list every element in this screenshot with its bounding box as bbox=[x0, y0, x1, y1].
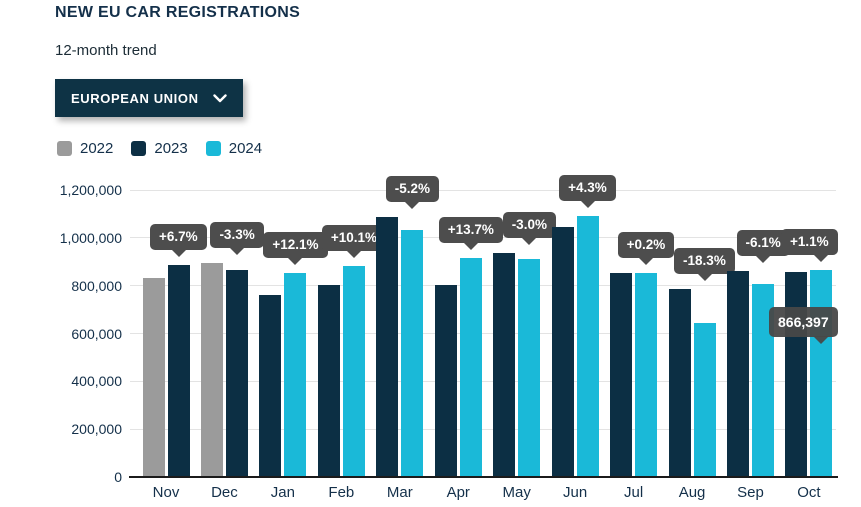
bar-mar-2023[interactable] bbox=[376, 216, 399, 476]
region-dropdown-label: EUROPEAN UNION bbox=[71, 90, 199, 106]
page-title: NEW EU CAR REGISTRATIONS bbox=[55, 4, 301, 21]
chevron-down-icon bbox=[212, 93, 227, 102]
pct-tooltip-arrow bbox=[170, 249, 187, 258]
x-axis-line bbox=[129, 476, 838, 478]
value-callout: 866,397 bbox=[769, 307, 838, 337]
pct-tooltip-dec: -3.3% bbox=[210, 221, 264, 248]
bar-jan-2023[interactable] bbox=[259, 295, 282, 476]
gridline bbox=[130, 285, 836, 287]
pct-tooltip-mar: -5.2% bbox=[385, 175, 440, 202]
y-axis-label-600000: 600,000 bbox=[71, 325, 122, 342]
bar-jan-2024[interactable] bbox=[284, 273, 307, 476]
legend-label: 2022 bbox=[80, 140, 114, 157]
bar-nov-2022[interactable] bbox=[142, 278, 165, 476]
gridline bbox=[130, 380, 836, 382]
bar-may-2023[interactable] bbox=[493, 252, 516, 476]
axis-label-dec: Dec bbox=[211, 484, 238, 501]
pct-tooltip-jan: +12.1% bbox=[263, 232, 328, 259]
axis-label-jan: Jan bbox=[270, 484, 295, 501]
legend-item-2024[interactable]: 2024 bbox=[205, 140, 263, 157]
pct-tooltip-arrow bbox=[696, 272, 713, 281]
pct-tooltip-arrow bbox=[228, 246, 245, 255]
pct-tooltip-arrow bbox=[638, 257, 655, 266]
bar-oct-2024[interactable] bbox=[810, 269, 833, 476]
legend-item-2023[interactable]: 2023 bbox=[131, 140, 188, 157]
bar-jul-2023[interactable] bbox=[610, 273, 633, 476]
bar-sep-2023[interactable] bbox=[727, 271, 749, 476]
axis-label-sep: Sep bbox=[737, 484, 764, 501]
bar-jun-2024[interactable] bbox=[576, 216, 599, 476]
bar-feb-2024[interactable] bbox=[342, 265, 365, 476]
pct-tooltip-jun: +4.3% bbox=[559, 175, 616, 202]
pct-tooltip-jul: +0.2% bbox=[617, 232, 675, 259]
bar-dec-2022[interactable] bbox=[200, 262, 223, 476]
bar-apr-2024[interactable] bbox=[459, 258, 482, 476]
region-dropdown[interactable]: EUROPEAN UNION bbox=[55, 79, 243, 117]
legend-swatch-2024 bbox=[205, 141, 221, 156]
legend-swatch-2023 bbox=[131, 141, 147, 156]
y-axis-label-800000: 800,000 bbox=[71, 277, 122, 294]
pct-tooltip-arrow bbox=[287, 257, 304, 266]
axis-label-apr: Apr bbox=[446, 484, 470, 501]
pct-tooltip-arrow bbox=[404, 200, 421, 209]
pct-tooltip-arrow bbox=[813, 253, 830, 262]
pct-tooltip-feb: +10.1% bbox=[321, 224, 387, 251]
y-axis-label-200000: 200,000 bbox=[71, 421, 122, 438]
bar-apr-2023[interactable] bbox=[434, 284, 457, 476]
y-axis-label-0: 0 bbox=[114, 469, 122, 485]
axis-label-nov: Nov bbox=[152, 484, 180, 501]
axis-label-aug: Aug bbox=[678, 484, 706, 501]
pct-tooltip-arrow bbox=[345, 249, 362, 258]
legend-label: 2023 bbox=[154, 140, 188, 157]
axis-label-feb: Feb bbox=[328, 484, 355, 501]
bar-oct-2023[interactable] bbox=[785, 272, 808, 476]
axis-label-oct: Oct bbox=[797, 484, 821, 501]
pct-tooltip-nov: +6.7% bbox=[150, 224, 207, 251]
value-callout-arrow bbox=[813, 336, 830, 344]
axis-label-may: May bbox=[502, 484, 531, 501]
pct-tooltip-arrow bbox=[521, 236, 538, 245]
bar-may-2024[interactable] bbox=[518, 259, 541, 476]
axis-label-jul: Jul bbox=[624, 484, 644, 501]
y-axis-label-1000000: 1,000,000 bbox=[59, 229, 122, 246]
bar-mar-2024[interactable] bbox=[401, 230, 424, 476]
pct-tooltip-apr: +13.7% bbox=[438, 217, 503, 244]
pct-tooltip-may: -3.0% bbox=[502, 211, 556, 238]
pct-tooltip-arrow bbox=[462, 242, 479, 251]
gridline bbox=[130, 189, 836, 191]
y-axis-label-400000: 400,000 bbox=[71, 373, 122, 390]
chart-subtitle: 12-month trend bbox=[55, 42, 157, 59]
bar-jun-2023[interactable] bbox=[551, 227, 574, 476]
axis-label-mar: Mar bbox=[386, 484, 413, 501]
y-axis-label-1200000: 1,200,000 bbox=[59, 182, 122, 198]
bar-nov-2023[interactable] bbox=[167, 265, 190, 476]
legend: 2022 2023 2024 bbox=[57, 140, 262, 157]
bar-jul-2024[interactable] bbox=[635, 273, 658, 476]
pct-tooltip-arrow bbox=[755, 255, 771, 264]
bar-feb-2023[interactable] bbox=[317, 285, 340, 476]
pct-tooltip-aug: -18.3% bbox=[674, 247, 735, 274]
legend-swatch-2022 bbox=[57, 141, 72, 156]
bar-aug-2024[interactable] bbox=[693, 322, 716, 476]
bar-aug-2023[interactable] bbox=[668, 288, 691, 476]
gridline bbox=[130, 333, 836, 334]
bar-sep-2024[interactable] bbox=[752, 283, 774, 476]
axis-label-jun: Jun bbox=[563, 484, 588, 501]
legend-item-2022[interactable]: 2022 bbox=[57, 140, 113, 157]
bar-dec-2023[interactable] bbox=[225, 269, 248, 476]
gridline bbox=[130, 428, 836, 430]
pct-tooltip-arrow bbox=[579, 200, 596, 209]
pct-tooltip-oct: +1.1% bbox=[781, 228, 838, 255]
legend-label: 2024 bbox=[228, 140, 263, 157]
pct-tooltip-sep: -6.1% bbox=[736, 230, 790, 257]
